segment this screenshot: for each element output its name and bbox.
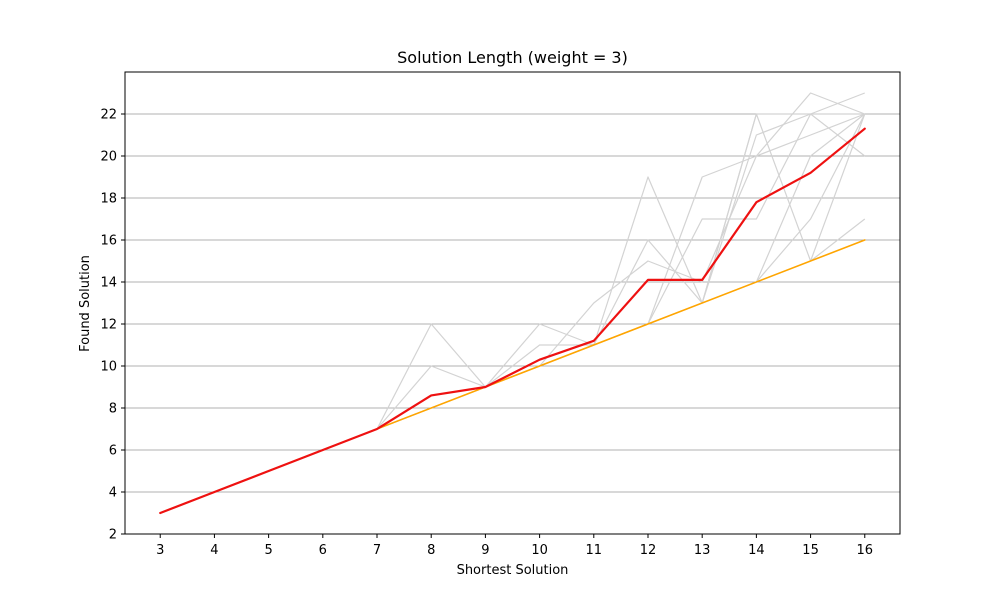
y-tick-label: 18 — [100, 192, 117, 207]
y-tick-label: 20 — [100, 150, 117, 165]
individual-run-line — [376, 113, 866, 430]
plot-frame — [124, 71, 901, 535]
y-tick-label: 10 — [100, 360, 117, 375]
x-tick-label: 8 — [427, 543, 435, 558]
x-tick-label: 7 — [373, 543, 381, 558]
x-tick-label: 13 — [694, 543, 711, 558]
y-tick-label: 16 — [100, 234, 117, 249]
x-tick-label: 4 — [210, 543, 218, 558]
x-tick-label: 16 — [856, 543, 873, 558]
x-tick-label: 14 — [748, 543, 765, 558]
x-tick-label: 12 — [640, 543, 657, 558]
x-tick-label: 3 — [156, 543, 164, 558]
y-tick-label: 12 — [100, 318, 117, 333]
x-axis-label: Shortest Solution — [457, 563, 569, 578]
x-tick-label: 11 — [586, 543, 603, 558]
series-lines — [159, 127, 866, 515]
x-tick-label: 6 — [319, 543, 327, 558]
y-tick-label: 8 — [109, 402, 117, 417]
mean-found-solution-line — [159, 127, 866, 515]
y-tick-label: 2 — [109, 528, 117, 543]
x-tick-label: 15 — [802, 543, 819, 558]
chart-title: Solution Length (weight = 3) — [397, 48, 628, 67]
x-tick-label: 9 — [481, 543, 489, 558]
x-tick-label: 10 — [531, 543, 548, 558]
y-axis-ticks: 2 4 6 8 10 12 14 16 18 20 22 — [100, 108, 125, 543]
y-tick-label: 14 — [100, 276, 117, 291]
x-tick-label: 5 — [264, 543, 272, 558]
y-tick-label: 4 — [109, 486, 117, 501]
x-axis-ticks: 3 4 5 6 7 8 9 10 11 12 13 14 15 16 — [156, 534, 873, 558]
y-axis-label: Found Solution — [78, 255, 93, 352]
y-tick-label: 22 — [100, 108, 117, 123]
y-tick-label: 6 — [109, 444, 117, 459]
